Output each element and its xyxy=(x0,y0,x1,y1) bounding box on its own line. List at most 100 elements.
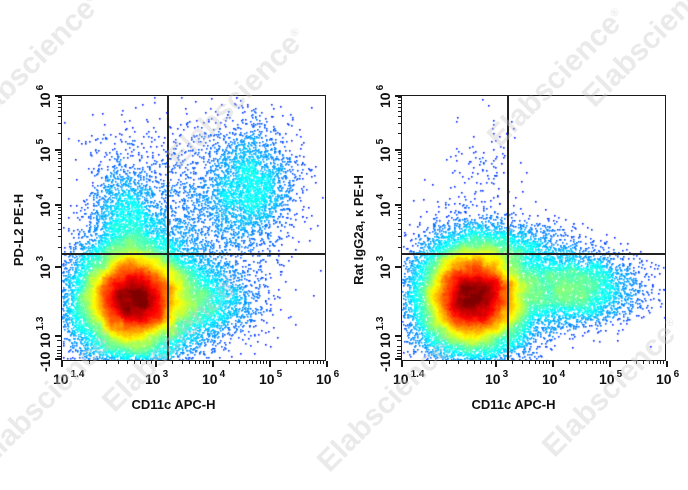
x-major-tick xyxy=(495,361,497,367)
y-major-tick xyxy=(395,149,401,151)
x-minor-tick xyxy=(636,361,638,364)
y-major-tick xyxy=(395,95,401,97)
right-x-axis-label: CD11c APC-H xyxy=(471,397,556,412)
x-tick-label: 10 3 xyxy=(145,369,169,387)
x-minor-tick xyxy=(457,361,459,364)
y-tick-label: 105 xyxy=(375,138,393,162)
right-y-axis-label: Rat IgG2a, κ PE-H xyxy=(351,175,366,285)
y-minor-tick xyxy=(58,116,61,118)
x-tick-label: 10 4 xyxy=(202,369,226,387)
x-minor-tick xyxy=(660,361,662,364)
x-major-tick xyxy=(326,361,328,367)
y-minor-tick xyxy=(398,151,401,153)
x-minor-tick xyxy=(596,361,598,364)
x-minor-tick xyxy=(490,361,492,364)
x-minor-tick xyxy=(286,361,288,364)
x-minor-tick xyxy=(586,361,588,364)
x-minor-tick xyxy=(229,361,231,364)
x-minor-tick xyxy=(296,361,298,364)
x-tick-label: 10 1.4 xyxy=(53,369,85,387)
y-minor-tick xyxy=(58,170,61,172)
y-minor-tick xyxy=(398,157,401,159)
y-minor-tick xyxy=(398,111,401,113)
y-minor-tick xyxy=(398,228,401,230)
x-minor-tick xyxy=(209,361,211,364)
right-quadrant-vertical-gate[interactable] xyxy=(507,95,509,361)
y-minor-tick xyxy=(58,236,61,238)
y-tick-label: -10 xyxy=(377,351,393,372)
y-minor-tick xyxy=(397,350,401,351)
x-minor-tick xyxy=(194,361,196,364)
x-minor-tick xyxy=(150,361,152,364)
left-quadrant-vertical-gate[interactable] xyxy=(167,95,169,361)
y-major-tick xyxy=(55,335,61,337)
x-major-tick xyxy=(212,361,214,367)
y-minor-tick xyxy=(57,346,61,347)
y-minor-tick xyxy=(398,206,401,208)
y-minor-tick xyxy=(58,161,61,163)
y-minor-tick xyxy=(398,210,401,211)
x-minor-tick xyxy=(189,361,191,364)
x-major-tick xyxy=(552,361,554,367)
y-minor-tick xyxy=(57,356,61,357)
x-minor-tick xyxy=(543,361,545,364)
x-minor-tick xyxy=(474,361,476,364)
x-minor-tick xyxy=(320,361,322,364)
y-tick-label: 104 xyxy=(375,193,393,217)
x-minor-tick xyxy=(648,361,650,364)
x-major-tick xyxy=(269,361,271,367)
right-quadrant-horizontal-gate[interactable] xyxy=(401,253,666,255)
x-tick-label: 10 4 xyxy=(542,369,566,387)
x-minor-tick xyxy=(429,361,431,364)
y-major-tick xyxy=(55,95,61,97)
x-minor-tick xyxy=(534,361,536,364)
y-minor-tick xyxy=(398,222,401,224)
x-minor-tick xyxy=(105,361,107,364)
y-minor-tick xyxy=(58,106,61,108)
y-minor-tick xyxy=(58,151,61,153)
x-tick-label: 10 1.4 xyxy=(393,369,425,387)
x-minor-tick xyxy=(539,361,541,364)
y-minor-tick xyxy=(398,123,401,125)
left-quadrant-horizontal-gate[interactable] xyxy=(61,253,326,255)
x-minor-tick xyxy=(256,361,258,364)
y-minor-tick xyxy=(398,116,401,118)
y-minor-tick xyxy=(58,213,61,215)
y-minor-tick xyxy=(398,217,401,219)
x-minor-tick xyxy=(569,361,571,364)
y-major-tick xyxy=(395,204,401,206)
x-minor-tick xyxy=(653,361,655,364)
left-x-axis-label: CD11c APC-H xyxy=(131,397,216,412)
y-major-tick xyxy=(395,266,401,268)
right-plot-frame xyxy=(401,95,666,361)
x-major-tick xyxy=(61,361,63,367)
y-minor-tick xyxy=(398,236,401,238)
y-tick-label: 105 xyxy=(35,138,53,162)
x-minor-tick xyxy=(546,361,548,364)
y-minor-tick xyxy=(58,103,61,105)
y-tick-label: 106 xyxy=(375,84,393,108)
y-minor-tick xyxy=(398,170,401,172)
y-tick-label: 106 xyxy=(35,84,53,108)
y-minor-tick xyxy=(58,111,61,113)
y-minor-tick xyxy=(58,222,61,224)
x-minor-tick xyxy=(266,361,268,364)
y-major-tick xyxy=(55,358,61,360)
x-minor-tick xyxy=(663,361,665,364)
x-tick-label: 10 3 xyxy=(485,369,509,387)
x-minor-tick xyxy=(591,361,593,364)
x-minor-tick xyxy=(134,361,136,364)
y-major-tick xyxy=(55,149,61,151)
x-minor-tick xyxy=(303,361,305,364)
y-minor-tick xyxy=(398,187,401,189)
y-minor-tick xyxy=(58,97,61,99)
x-minor-tick xyxy=(117,361,119,364)
x-minor-tick xyxy=(600,361,602,364)
y-minor-tick xyxy=(58,132,61,134)
y-tick-label: 104 xyxy=(35,193,53,217)
x-minor-tick xyxy=(203,361,205,364)
y-minor-tick xyxy=(58,217,61,219)
x-minor-tick xyxy=(485,361,487,364)
y-minor-tick xyxy=(57,350,61,351)
x-minor-tick xyxy=(246,361,248,364)
